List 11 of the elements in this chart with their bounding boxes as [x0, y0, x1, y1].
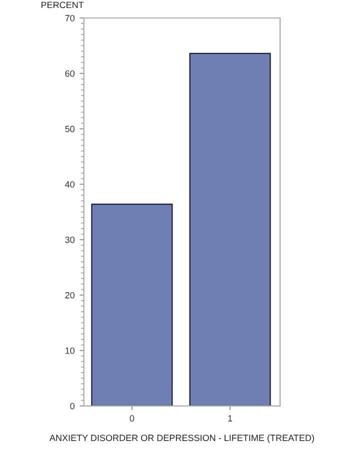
y-tick-label: 70 [65, 14, 75, 22]
x-axis-title: ANXIETY DISORDER OR DEPRESSION - LIFETIME (TREATED) [50, 434, 314, 443]
x-tick-label: 1 [228, 415, 232, 422]
y-tick-label: 60 [65, 70, 75, 77]
y-tick-label: 0 [70, 402, 75, 410]
y-tick-label: 30 [65, 236, 75, 244]
y-tick-label: 40 [65, 181, 75, 188]
y-tick-label: 10 [66, 347, 75, 354]
y-tick-label: 20 [65, 292, 75, 298]
y-axis-title: PERCENT [41, 2, 84, 8]
y-tick-label: 50 [65, 126, 75, 132]
